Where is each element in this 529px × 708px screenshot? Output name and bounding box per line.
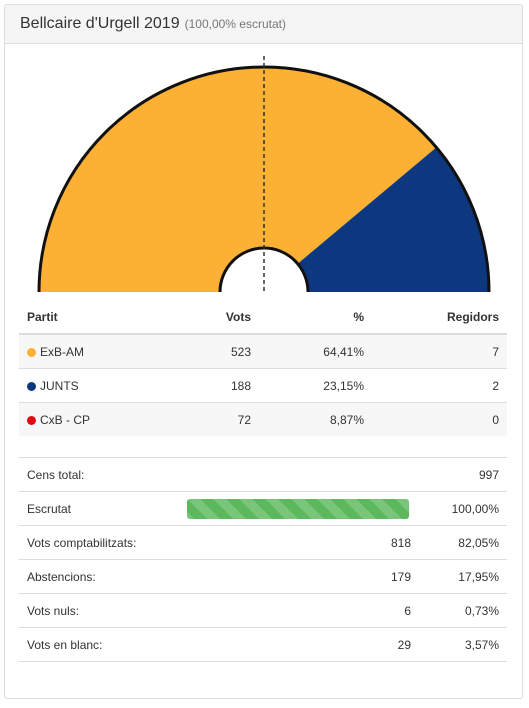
party-color-dot [27,381,36,391]
scrutinized-row: Escrutat 100,00% [19,491,507,526]
counted-votes-row: Vots comptabilitzats: 818 82,05% [19,525,507,560]
party-seats: 2 [372,368,507,403]
party-seats: 0 [372,402,507,436]
abstention-label: Abstencions: [19,559,179,594]
party-name: ExB-AM [40,344,85,359]
seats-chart [37,56,491,293]
party-name: JUNTS [40,378,79,393]
party-percent: 8,87% [259,402,372,436]
percent-column-header: % [259,300,372,335]
seats-column-header: Regidors [372,300,507,335]
panel-header: Bellcaire d'Urgell 2019 (100,00% escruta… [5,5,522,44]
census-label: Cens total: [19,457,179,492]
party-percent: 64,41% [259,333,372,369]
party-votes: 523 [139,333,259,369]
page-title: Bellcaire d'Urgell 2019 [20,15,180,32]
party-color-dot [27,415,36,425]
blank-votes-value: 29 [179,627,419,662]
abstention-value: 179 [179,559,419,594]
results-table: Partit Vots % Regidors ExB-AM 523 64,41%… [19,300,507,436]
blank-votes-row: Vots en blanc: 29 3,57% [19,627,507,662]
party-row: CxB - CP 72 8,87% 0 [19,402,507,436]
null-votes-percent: 0,73% [419,593,507,628]
party-percent: 23,15% [259,368,372,403]
scrutiny-status: (100,00% escrutat) [184,17,286,31]
census-row: Cens total: 997 [19,457,507,492]
party-row: ExB-AM 523 64,41% 7 [19,333,507,369]
null-votes-value: 6 [179,593,419,628]
party-row: JUNTS 188 23,15% 2 [19,368,507,403]
blank-votes-percent: 3,57% [419,627,507,662]
party-name: CxB - CP [40,412,91,427]
party-column-header: Partit [19,300,139,335]
votes-column-header: Vots [139,300,259,335]
counted-votes-value: 818 [179,525,419,560]
null-votes-label: Vots nuls: [19,593,179,628]
party-color-dot [27,347,36,357]
counted-votes-label: Vots comptabilitzats: [19,525,179,560]
stats-table: Cens total: 997 Escrutat 100,00% Vots co… [19,457,507,662]
scrutinized-label: Escrutat [19,491,179,526]
seat-slice-exb-am [39,66,437,292]
blank-votes-label: Vots en blanc: [19,627,179,662]
party-votes: 72 [139,402,259,436]
scrutiny-progress-fill [187,498,409,519]
party-seats: 7 [372,333,507,369]
null-votes-row: Vots nuls: 6 0,73% [19,593,507,628]
scrutiny-progress-bar [187,498,409,519]
results-header-row: Partit Vots % Regidors [19,300,507,335]
abstention-row: Abstencions: 179 17,95% [19,559,507,594]
counted-votes-percent: 82,05% [419,525,507,560]
seat-slice-junts [297,147,489,292]
abstention-percent: 17,95% [419,559,507,594]
party-votes: 188 [139,368,259,403]
census-value: 997 [419,457,507,492]
scrutinized-percent: 100,00% [419,491,507,526]
